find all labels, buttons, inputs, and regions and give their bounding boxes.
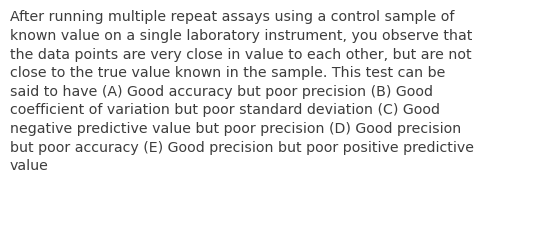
Text: After running multiple repeat assays using a control sample of
known value on a : After running multiple repeat assays usi…: [10, 10, 474, 173]
